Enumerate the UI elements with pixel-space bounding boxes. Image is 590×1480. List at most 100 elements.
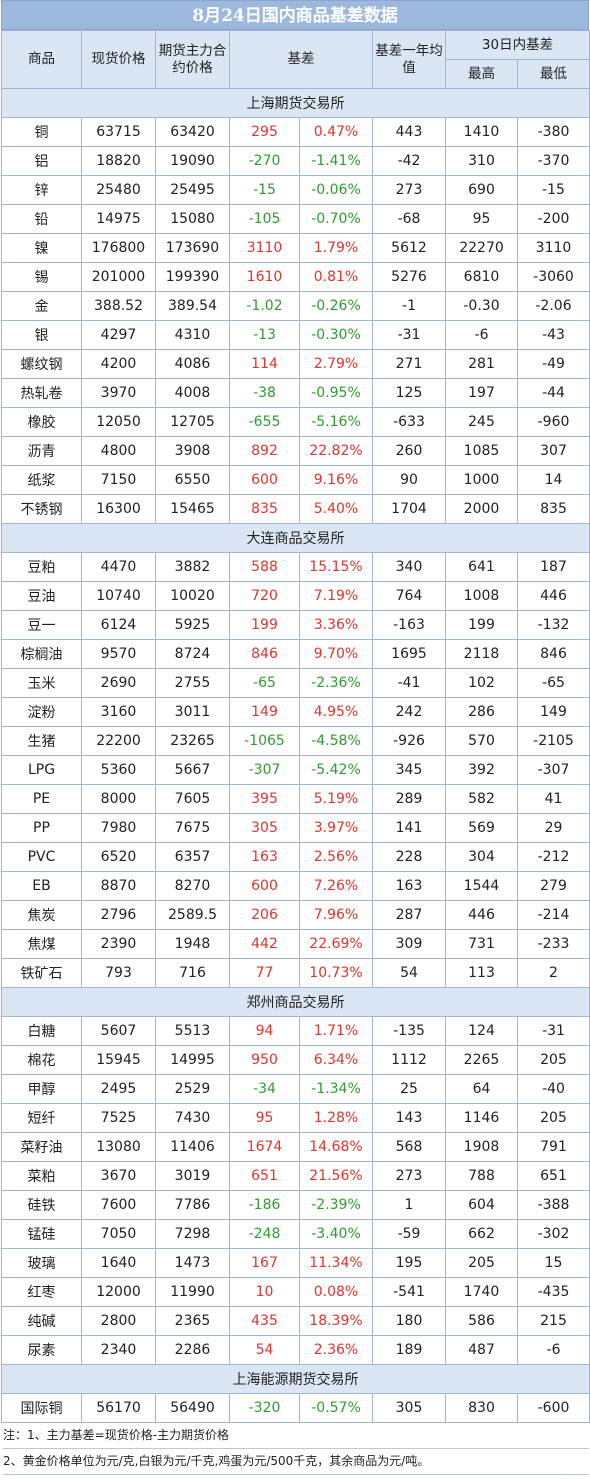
cell-spot: 14975 [81, 204, 156, 234]
cell-spot: 7525 [81, 1103, 156, 1133]
cell-name: 玉米 [1, 668, 82, 698]
cell-pct: 11.34% [299, 1248, 373, 1278]
cell-low: -233 [517, 929, 590, 959]
cell-high: 690 [445, 175, 518, 205]
cell-fut: 1473 [155, 1248, 230, 1278]
cell-high: -0.30 [445, 291, 518, 321]
cell-avg: 1695 [372, 639, 446, 669]
cell-spot: 12050 [81, 407, 156, 437]
cell-name: 硅铁 [1, 1190, 82, 1220]
cell-spot: 3670 [81, 1161, 156, 1191]
cell-pct: 22.69% [299, 929, 373, 959]
cell-high: 205 [445, 1248, 518, 1278]
cell-avg: 273 [372, 175, 446, 205]
cell-pct: 5.19% [299, 784, 373, 814]
cell-basis: 77 [229, 958, 300, 988]
cell-avg: -135 [372, 1016, 446, 1046]
table-row: 玻璃 1640 1473 167 11.34% 195 205 15 [1, 1248, 590, 1278]
cell-basis: 1674 [229, 1132, 300, 1162]
cell-basis: 600 [229, 871, 300, 901]
cell-high: 2118 [445, 639, 518, 669]
cell-pct: -5.16% [299, 407, 373, 437]
cell-name: 玻璃 [1, 1248, 82, 1278]
cell-spot: 793 [81, 958, 156, 988]
cell-basis: -105 [229, 204, 300, 234]
cell-fut: 7298 [155, 1219, 230, 1249]
cell-fut: 23265 [155, 726, 230, 756]
cell-basis: -1.02 [229, 291, 300, 321]
table-row: 生猪 22200 23265 -1065 -4.58% -926 570 -2105 [1, 726, 590, 756]
cell-pct: -1.41% [299, 146, 373, 176]
cell-spot: 10740 [81, 581, 156, 611]
cell-low: -435 [517, 1277, 590, 1307]
cell-avg: -41 [372, 668, 446, 698]
cell-spot: 63715 [81, 117, 156, 147]
cell-pct: 0.47% [299, 117, 373, 147]
cell-low: -132 [517, 610, 590, 640]
cell-pct: -1.34% [299, 1074, 373, 1104]
cell-low: -31 [517, 1016, 590, 1046]
cell-avg: 443 [372, 117, 446, 147]
cell-spot: 6520 [81, 842, 156, 872]
header-basis: 基差 [229, 30, 373, 89]
cell-high: 113 [445, 958, 518, 988]
cell-high: 245 [445, 407, 518, 437]
cell-spot: 15945 [81, 1045, 156, 1075]
cell-low: 279 [517, 871, 590, 901]
cell-name: 锌 [1, 175, 82, 205]
table-row: 尿素 2340 2286 54 2.36% 189 487 -6 [1, 1335, 590, 1365]
cell-low: 307 [517, 436, 590, 466]
cell-basis: 206 [229, 900, 300, 930]
cell-low: 651 [517, 1161, 590, 1191]
cell-low: 149 [517, 697, 590, 727]
cell-spot: 176800 [81, 233, 156, 263]
cell-avg: 305 [372, 1393, 446, 1423]
cell-name: 纯碱 [1, 1306, 82, 1336]
cell-high: 281 [445, 349, 518, 379]
cell-basis: 305 [229, 813, 300, 843]
cell-avg: 125 [372, 378, 446, 408]
cell-spot: 12000 [81, 1277, 156, 1307]
cell-avg: -633 [372, 407, 446, 437]
header-spot: 现货价格 [81, 30, 156, 89]
cell-low: -302 [517, 1219, 590, 1249]
cell-pct: 14.68% [299, 1132, 373, 1162]
section-title: 上海能源期货交易所 [1, 1364, 590, 1394]
cell-spot: 201000 [81, 262, 156, 292]
cell-fut: 3019 [155, 1161, 230, 1191]
cell-fut: 4008 [155, 378, 230, 408]
cell-fut: 7430 [155, 1103, 230, 1133]
cell-avg: 5612 [372, 233, 446, 263]
cell-name: 铜 [1, 117, 82, 147]
cell-fut: 15465 [155, 494, 230, 524]
cell-low: 14 [517, 465, 590, 495]
cell-high: 570 [445, 726, 518, 756]
cell-pct: -4.58% [299, 726, 373, 756]
cell-spot: 388.52 [81, 291, 156, 321]
cell-high: 1740 [445, 1277, 518, 1307]
cell-basis: 588 [229, 552, 300, 582]
cell-name: 不锈钢 [1, 494, 82, 524]
cell-low: 41 [517, 784, 590, 814]
table-row: 焦炭 2796 2589.5 206 7.96% 287 446 -214 [1, 900, 590, 930]
cell-low: -15 [517, 175, 590, 205]
header-low: 最低 [517, 59, 590, 89]
cell-spot: 25480 [81, 175, 156, 205]
cell-high: 1008 [445, 581, 518, 611]
cell-spot: 2796 [81, 900, 156, 930]
cell-high: 124 [445, 1016, 518, 1046]
cell-basis: -65 [229, 668, 300, 698]
cell-avg: 180 [372, 1306, 446, 1336]
cell-name: PVC [1, 842, 82, 872]
cell-fut: 716 [155, 958, 230, 988]
section-title: 上海期货交易所 [1, 88, 590, 118]
cell-pct: 22.82% [299, 436, 373, 466]
cell-high: 731 [445, 929, 518, 959]
cell-fut: 12705 [155, 407, 230, 437]
table-row: 镍 176800 173690 3110 1.79% 5612 22270 3110 [1, 233, 590, 263]
cell-fut: 11990 [155, 1277, 230, 1307]
cell-low: -3060 [517, 262, 590, 292]
table-row: 热轧卷 3970 4008 -38 -0.95% 125 197 -44 [1, 378, 590, 408]
cell-name: 短纤 [1, 1103, 82, 1133]
